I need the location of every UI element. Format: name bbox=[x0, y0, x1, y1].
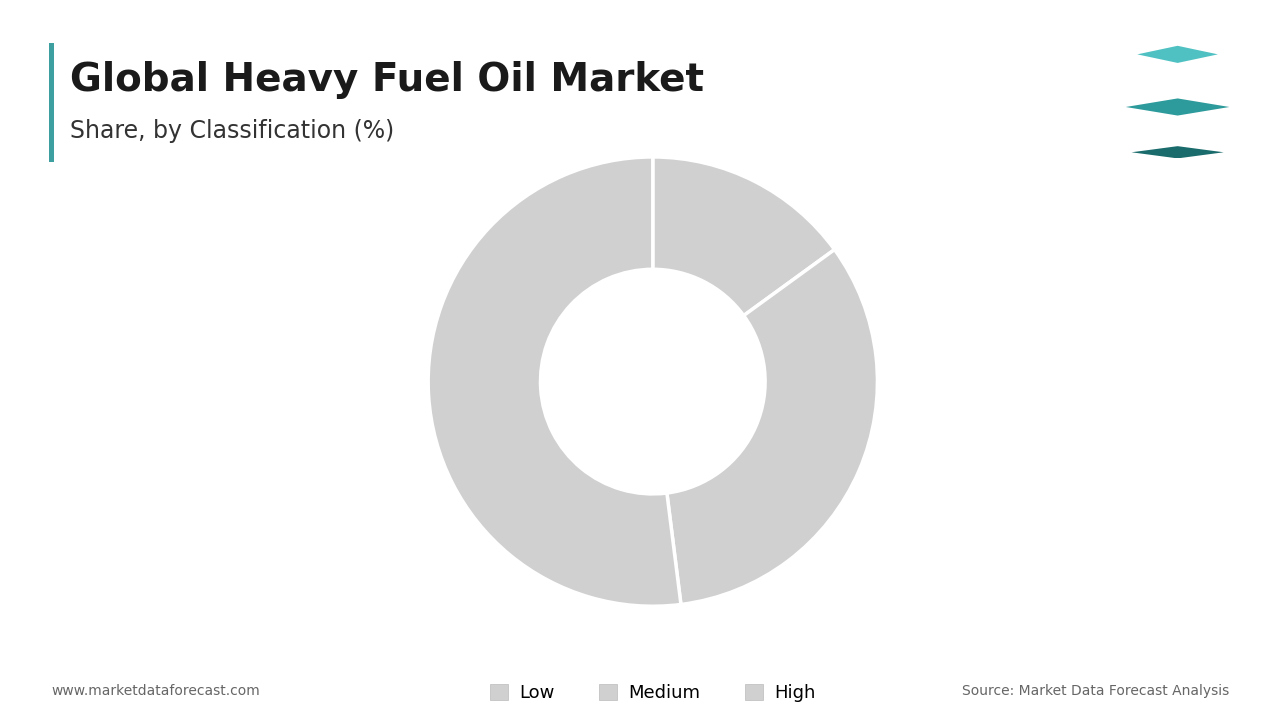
Wedge shape bbox=[653, 157, 835, 315]
FancyBboxPatch shape bbox=[50, 43, 54, 162]
Legend: Low, Medium, High: Low, Medium, High bbox=[483, 677, 823, 709]
Text: Global Heavy Fuel Oil Market: Global Heavy Fuel Oil Market bbox=[70, 61, 704, 99]
Wedge shape bbox=[667, 250, 877, 605]
Polygon shape bbox=[1126, 99, 1230, 115]
Text: www.marketdataforecast.com: www.marketdataforecast.com bbox=[51, 685, 260, 698]
Wedge shape bbox=[429, 157, 681, 606]
Text: Share, by Classification (%): Share, by Classification (%) bbox=[70, 119, 394, 143]
Polygon shape bbox=[1138, 46, 1219, 63]
Text: Source: Market Data Forecast Analysis: Source: Market Data Forecast Analysis bbox=[961, 685, 1229, 698]
Polygon shape bbox=[1132, 146, 1224, 158]
